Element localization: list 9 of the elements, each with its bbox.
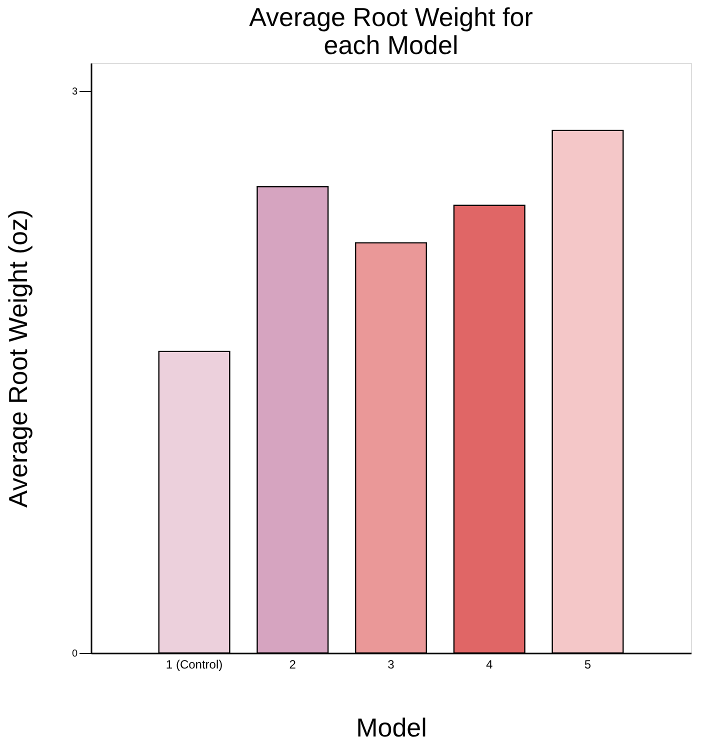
x-tick-label: 4 <box>486 658 494 672</box>
x-tick-label: 5 <box>584 658 592 672</box>
x-tick-label: 1 (Control) <box>166 658 223 672</box>
x-axis-title: Model <box>356 712 427 742</box>
chart-title: Average Root Weight for each Model <box>249 2 534 60</box>
x-tick-label: 2 <box>289 658 296 672</box>
y-tick-label: 0 <box>72 648 78 660</box>
x-tick-label: 3 <box>388 658 395 672</box>
y-axis-title: Average Root Weight (oz) <box>2 209 33 508</box>
